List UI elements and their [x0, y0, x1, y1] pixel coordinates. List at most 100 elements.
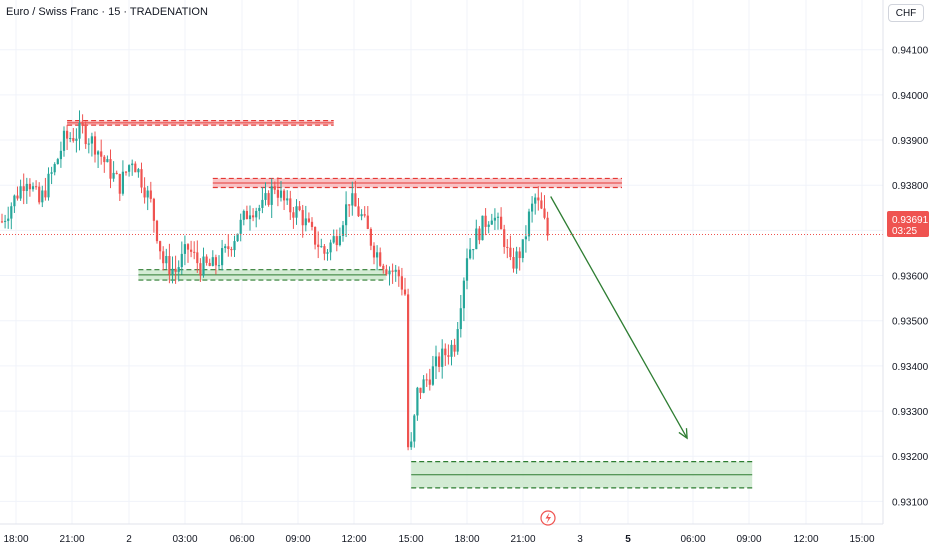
candle-body	[503, 229, 506, 247]
symbol-title[interactable]: Euro / Swiss Franc · 15 · TRADENATION	[6, 6, 208, 18]
candle	[335, 229, 338, 252]
candle-body	[93, 136, 97, 155]
candle-body	[372, 245, 376, 258]
candle	[186, 243, 190, 263]
candle	[391, 263, 394, 284]
candle-body	[186, 244, 190, 250]
candle-body	[152, 198, 155, 221]
candle-body	[419, 387, 422, 393]
candle	[174, 255, 177, 284]
candle-body	[391, 270, 394, 272]
candle-body	[410, 441, 413, 448]
candle	[258, 204, 261, 220]
candle-body	[159, 241, 162, 252]
zones-layer	[67, 120, 753, 489]
candle-body	[140, 169, 143, 188]
candle-body	[481, 215, 484, 241]
candle	[441, 339, 444, 379]
time-tick-label: 21:00	[59, 534, 84, 545]
candle-body	[450, 344, 453, 357]
candle	[78, 110, 81, 151]
candle-body	[174, 268, 177, 272]
candle	[208, 258, 211, 267]
time-tick-label: 18:00	[3, 534, 28, 545]
time-tick-label: 03:00	[172, 534, 197, 545]
candle	[97, 150, 100, 168]
candle-body	[320, 246, 323, 248]
candle	[28, 178, 31, 197]
candle-body	[456, 329, 459, 352]
candle-body	[112, 172, 115, 179]
candle	[472, 248, 475, 260]
candle-body	[146, 190, 149, 198]
candle	[112, 161, 115, 182]
candle-body	[531, 203, 534, 212]
candle-body	[314, 227, 317, 245]
candle-body	[310, 221, 314, 228]
candle	[357, 198, 360, 218]
candle	[512, 247, 515, 273]
candle	[159, 240, 162, 260]
candle-body	[261, 199, 264, 208]
candle	[264, 182, 267, 206]
candle-body	[211, 257, 214, 266]
candle	[419, 387, 422, 399]
candle-body	[397, 269, 400, 277]
time-tick-label: 5	[625, 534, 631, 545]
candle	[301, 204, 304, 238]
candle	[320, 238, 323, 248]
candle-body	[441, 348, 444, 367]
candle	[348, 204, 351, 217]
price-tick-label: 0.93600	[892, 272, 929, 283]
candle-body	[233, 241, 236, 251]
time-tick-label: 21:00	[510, 534, 535, 545]
candle-body	[87, 143, 90, 145]
candle	[524, 225, 527, 253]
candle-body	[363, 214, 366, 216]
candle	[351, 181, 354, 216]
price-badge-countdown: 03:25	[892, 226, 917, 237]
candle	[171, 256, 174, 284]
candle-body	[465, 258, 469, 281]
candle-body	[546, 217, 549, 236]
candle-body	[518, 251, 521, 259]
current-price-badge: 0.93691 03:25	[887, 211, 929, 237]
candle-body	[295, 206, 298, 218]
candle-body	[180, 253, 183, 268]
candle-body	[521, 239, 524, 259]
candle-body	[459, 308, 462, 330]
candle-body	[512, 257, 515, 269]
candle	[47, 167, 50, 201]
candle-body	[171, 268, 174, 275]
candle	[428, 368, 431, 391]
currency-button[interactable]: CHF	[888, 4, 924, 22]
candle	[487, 221, 490, 234]
time-axis[interactable]: 18:00 21:00 2 03:00 06:00 09:00 12:00 15:00 18:0…	[3, 534, 874, 545]
candle	[400, 267, 403, 296]
lightning-bolt-icon[interactable]	[540, 510, 556, 526]
candle	[214, 254, 217, 275]
candle	[304, 205, 307, 232]
candle	[196, 240, 199, 273]
price-axis[interactable]: 0.93100 0.93200 0.93300 0.93400 0.93500 0.936…	[892, 46, 929, 509]
candle	[413, 414, 416, 448]
candle	[531, 196, 534, 223]
candle	[481, 215, 484, 241]
candle	[121, 160, 124, 196]
time-tick-label: 12:00	[341, 534, 366, 545]
candle	[295, 199, 298, 225]
time-tick-label: 2	[126, 534, 132, 545]
candle	[490, 213, 493, 225]
candle-body	[524, 236, 527, 240]
candle	[279, 181, 283, 202]
candle-body	[258, 207, 261, 211]
time-tick-label: 12:00	[793, 534, 818, 545]
candle-body	[81, 122, 84, 126]
candle-body	[221, 248, 224, 266]
time-tick-label: 3	[577, 534, 583, 545]
candle	[0, 213, 4, 224]
candle	[115, 170, 118, 175]
candle-body	[500, 216, 503, 230]
candle	[118, 173, 121, 201]
